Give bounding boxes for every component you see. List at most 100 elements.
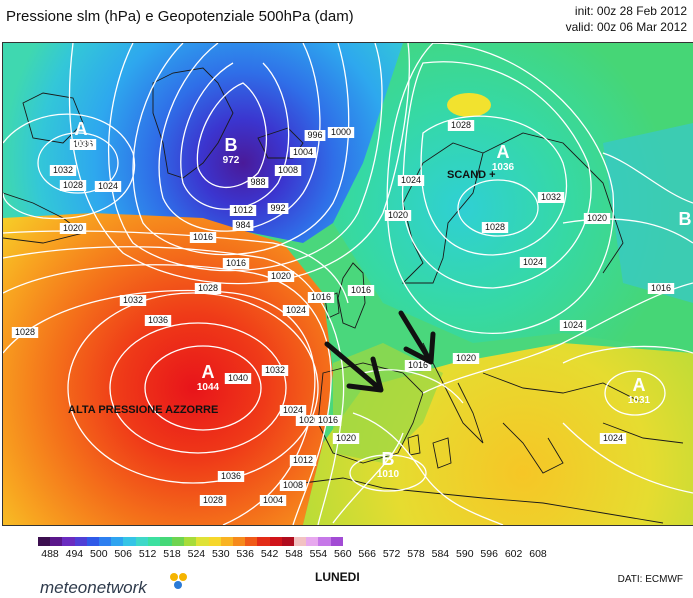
svg-text:1028: 1028	[485, 222, 505, 232]
colorbar-cell	[220, 537, 233, 546]
svg-text:1016: 1016	[351, 285, 371, 295]
isobar-label: 1024	[559, 320, 587, 331]
valid-time: valid: 00z 06 Mar 2012	[565, 20, 687, 34]
isobar-label: 1036	[217, 471, 245, 482]
isobar-label: 1012	[289, 455, 317, 466]
colorbar-cell	[159, 537, 173, 546]
isobar-label: 1028	[447, 120, 475, 131]
svg-text:1036: 1036	[492, 162, 515, 173]
isobar-label: 1032	[537, 192, 565, 203]
isobar-label: 1040	[224, 373, 252, 384]
isobar-label: 1016	[404, 360, 432, 371]
run-info: init: 00z 28 Feb 2012 valid: 00z 06 Mar …	[566, 3, 687, 35]
colorbar-tick-label: 548	[285, 548, 303, 560]
isobar-label: 1016	[307, 292, 335, 303]
colorbar-cell	[281, 537, 294, 546]
svg-text:1000: 1000	[331, 127, 351, 137]
colorbar-cell	[257, 537, 270, 546]
colorbar-cell	[111, 537, 124, 546]
svg-text:1032: 1032	[265, 365, 285, 375]
isobar-label: 1028	[481, 222, 509, 233]
svg-text:A: A	[75, 119, 88, 139]
colorbar-tick-label: 602	[504, 548, 523, 560]
svg-text:A: A	[497, 142, 510, 162]
isobar-label: 1020	[583, 213, 611, 224]
colorbar-tick-label: 608	[529, 548, 547, 560]
colorbar-cell	[50, 537, 63, 546]
isobar-label: 1024	[94, 181, 122, 192]
colorbar-cell	[172, 537, 185, 546]
colorbar-tick-label: 518	[163, 548, 181, 560]
colorbar-tick-label: 584	[431, 548, 450, 560]
isobar-label: 1020	[452, 353, 480, 364]
colorbar-cell	[184, 537, 197, 546]
svg-text:1016: 1016	[226, 258, 246, 268]
page-title: Pressione slm (hPa) e Geopotenziale 500h…	[6, 8, 354, 25]
svg-text:1036: 1036	[73, 139, 93, 149]
svg-text:984: 984	[235, 220, 250, 230]
svg-text:1028: 1028	[15, 327, 35, 337]
colorbar-cell	[74, 537, 87, 546]
isobar-label: 996	[304, 130, 326, 141]
svg-text:1028: 1028	[203, 495, 223, 505]
svg-text:1032: 1032	[541, 192, 561, 202]
isobar-label: 1020	[267, 271, 295, 282]
isobar-label: 1000	[327, 127, 355, 138]
colorbar-tick-label: 512	[138, 548, 157, 560]
colorbar-cell	[245, 537, 258, 546]
svg-text:1024: 1024	[523, 257, 543, 267]
init-time: init: 00z 28 Feb 2012	[574, 4, 687, 18]
colorbar-cell	[147, 537, 160, 546]
colorbar-tick-label: 536	[236, 548, 254, 560]
forecast-map: 1036 1032 1028 1024 1020 1016 1012 1008 1004 1000…	[2, 42, 693, 526]
svg-text:1024: 1024	[401, 175, 421, 185]
svg-text:B: B	[382, 449, 395, 469]
svg-text:1020: 1020	[299, 415, 319, 425]
colorbar-cell	[208, 537, 221, 546]
isobar-label: 1012	[229, 205, 257, 216]
isobar-label: 1028	[11, 327, 39, 338]
svg-text:1036: 1036	[148, 315, 168, 325]
day-label: LUNEDI	[315, 570, 360, 584]
colorbar-cell	[293, 537, 307, 546]
colorbar-cell	[196, 537, 209, 546]
svg-text:1028: 1028	[198, 283, 218, 293]
colorbar-cell	[86, 537, 99, 546]
svg-text:1032: 1032	[53, 165, 73, 175]
brand-logo-text: meteonetwork	[40, 578, 147, 597]
svg-text:1016: 1016	[311, 292, 331, 302]
isobar-label: 1024	[397, 175, 425, 186]
isobar-label: 1032	[49, 165, 77, 176]
svg-text:1028: 1028	[63, 180, 83, 190]
brand-dot	[179, 573, 187, 581]
svg-text:1020: 1020	[336, 433, 356, 443]
svg-text:1036: 1036	[221, 471, 241, 481]
svg-text:1024: 1024	[98, 181, 118, 191]
isobar-label: 1016	[647, 283, 675, 294]
azores-high-field	[3, 213, 333, 525]
colorbar-tick-label: 542	[260, 548, 279, 560]
isobar-label: 1024	[599, 433, 627, 444]
east-blue-field	[603, 123, 693, 303]
colorbar-cell	[233, 537, 246, 546]
svg-text:1031: 1031	[628, 395, 651, 406]
isobar-label: 1016	[189, 232, 217, 243]
svg-text:1004: 1004	[263, 495, 283, 505]
isobar-label: 988	[247, 177, 269, 188]
isobar-label: 1024	[279, 405, 307, 416]
svg-text:A: A	[633, 375, 646, 395]
colorbar-tick-label: 494	[65, 548, 84, 560]
colorbar-cell	[269, 537, 282, 546]
azores-annotation: ALTA PRESSIONE AZZORRE	[68, 404, 218, 416]
isobar-label: 1020	[59, 223, 87, 234]
colorbar-cell	[123, 537, 136, 546]
isobar-label: 992	[267, 203, 289, 214]
isobar-label: 1036	[144, 315, 172, 326]
isobar-label: 1036	[69, 139, 97, 150]
